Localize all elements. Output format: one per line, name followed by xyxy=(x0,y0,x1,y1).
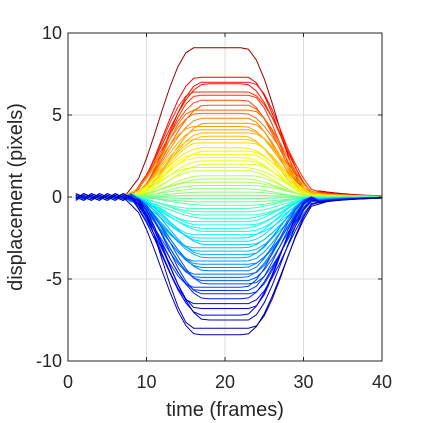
y-tick-label: 5 xyxy=(52,105,62,125)
x-tick-label: 0 xyxy=(63,372,73,392)
series-group xyxy=(75,47,383,336)
y-axis-label: displacement (pixels) xyxy=(5,103,27,291)
y-tick-label: 0 xyxy=(52,187,62,207)
y-tick-label: 10 xyxy=(42,23,62,43)
y-ticks: 10 5 0 -5 -10 xyxy=(36,23,382,371)
x-tick-label: 30 xyxy=(293,372,313,392)
y-tick-label: -10 xyxy=(36,351,62,371)
x-ticks: 0 10 20 30 40 xyxy=(63,33,392,392)
x-tick-label: 10 xyxy=(136,372,156,392)
x-tick-label: 40 xyxy=(372,372,392,392)
x-tick-label: 20 xyxy=(215,372,235,392)
series-line xyxy=(75,193,383,336)
y-tick-label: -5 xyxy=(46,269,62,289)
x-axis-label: time (frames) xyxy=(166,399,284,421)
